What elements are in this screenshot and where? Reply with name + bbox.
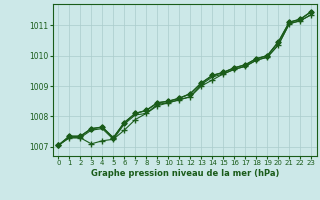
X-axis label: Graphe pression niveau de la mer (hPa): Graphe pression niveau de la mer (hPa) (91, 169, 279, 178)
